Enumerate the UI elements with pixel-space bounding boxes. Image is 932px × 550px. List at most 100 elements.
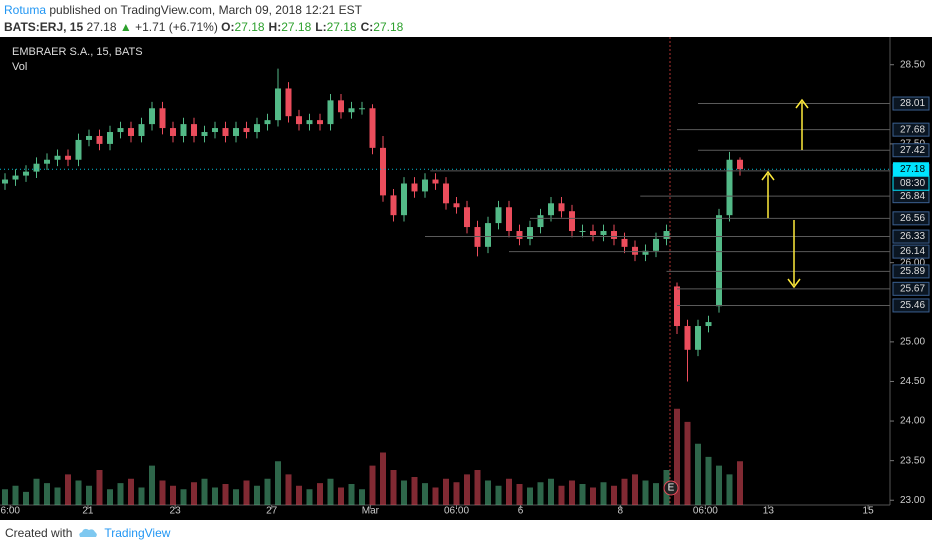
created-with: Created with — [5, 526, 73, 540]
volume-bar — [716, 465, 722, 505]
volume-bar — [527, 487, 533, 505]
candle-body — [338, 100, 344, 113]
logo — [79, 528, 98, 537]
ohlc-value: 27.18 — [373, 20, 404, 34]
volume-bar — [44, 483, 50, 505]
volume-bar — [12, 485, 19, 505]
level-layer: 28.0127.6827.4227.1626.8426.5626.3326.14… — [0, 96, 930, 313]
ohlc-value: 27.18 — [234, 20, 265, 34]
volume-bar — [369, 465, 376, 505]
level-label: 26.33 — [900, 231, 925, 242]
volume-bar — [159, 480, 166, 505]
last: 27.18 — [86, 20, 117, 34]
level-label: 26.14 — [900, 246, 925, 257]
volume-bar — [359, 489, 365, 505]
candle-body — [138, 124, 145, 136]
volume-bar — [285, 474, 292, 505]
x-tick-label: 15 — [863, 506, 875, 517]
countdown-label: 08:30 — [900, 178, 925, 189]
x-tick-label: 23 — [170, 506, 182, 517]
volume-bar — [296, 485, 302, 505]
volume-bar — [579, 484, 586, 505]
volume-bar — [590, 487, 596, 505]
level-label: 25.67 — [900, 283, 925, 294]
volume-bar — [191, 482, 197, 505]
brand[interactable]: TradingView — [104, 526, 171, 540]
candle-body — [65, 155, 71, 160]
volume-bar — [180, 489, 187, 505]
x-tick-label: 6 — [518, 506, 524, 517]
candle-body — [264, 120, 271, 125]
candle-body — [33, 163, 40, 172]
level-box — [892, 244, 930, 259]
volume-bar — [380, 452, 386, 505]
volume-bar — [96, 470, 103, 505]
candle-body — [506, 207, 512, 232]
volume-bar — [54, 487, 61, 505]
volume-bar — [65, 474, 71, 505]
y-tick-label: 28.50 — [900, 59, 925, 70]
level-label: 27.42 — [900, 145, 925, 156]
author[interactable]: Rotuma — [4, 3, 47, 17]
volume-bar — [642, 480, 649, 505]
candle-body — [12, 175, 19, 180]
grid: 23.0023.5024.0024.5025.0026.0027.5028.50… — [1, 59, 926, 516]
earnings-icon[interactable] — [663, 480, 679, 496]
x-tick-label: 6:00 — [1, 506, 21, 517]
candle-body — [170, 128, 176, 136]
x-tick-label: 21 — [82, 506, 94, 517]
ohlc-key: C: — [360, 20, 374, 34]
candle-body — [642, 250, 649, 255]
ohlc: O:27.18 H:27.18 L:27.18 C:27.18 — [221, 20, 407, 34]
level-label: 26.84 — [900, 191, 925, 202]
candle-body — [737, 159, 743, 170]
candle-body — [75, 139, 82, 160]
change: +1.71 (+6.71%) — [135, 20, 218, 34]
x-tick-label: 13 — [763, 506, 775, 517]
arrow: ▲ — [119, 20, 132, 34]
volume-bar — [33, 478, 40, 505]
ohlc-value: 27.18 — [281, 20, 312, 34]
volume-bar — [23, 491, 29, 505]
level-box — [892, 229, 930, 244]
volume-bar — [317, 483, 323, 505]
x-tick-label: Mar — [362, 506, 380, 517]
candle-body — [369, 108, 376, 148]
candle-body — [663, 231, 670, 239]
y-tick-label: 23.50 — [900, 455, 925, 466]
volume-bar — [264, 478, 271, 505]
volume-bar — [726, 474, 733, 505]
level-label: 25.89 — [900, 266, 925, 277]
level-box — [892, 143, 930, 158]
ohlc-value: 27.18 — [326, 20, 357, 34]
candle-body — [600, 231, 607, 235]
volume-bar — [201, 478, 208, 505]
candle-body — [380, 147, 386, 196]
candle-body — [632, 246, 638, 255]
y-tick-label: 25.00 — [900, 337, 925, 348]
candle-body — [23, 171, 29, 176]
x-tick-label: 8 — [618, 506, 624, 517]
symbol-line: BATS:ERJ, 15 27.18 ▲ +1.71 (+6.71%) O:27… — [4, 19, 407, 36]
candle-body — [159, 108, 166, 129]
arrow-head — [795, 98, 809, 109]
level-box — [892, 298, 930, 313]
volume-bar — [684, 421, 691, 505]
candle-body — [275, 88, 281, 121]
volume-bar — [653, 483, 659, 505]
volume-bar — [411, 477, 418, 505]
candle-body — [390, 195, 397, 216]
volume-bar — [516, 484, 523, 505]
volume-bar — [611, 485, 617, 505]
candle-body — [726, 159, 733, 216]
level-label: 25.46 — [900, 300, 925, 311]
ohlc-key: H: — [268, 20, 282, 34]
volume-bar — [558, 485, 565, 505]
volume-bar — [86, 485, 92, 505]
candle-body — [128, 128, 134, 136]
candle-body — [117, 128, 124, 133]
level-label: 28.01 — [900, 98, 925, 109]
volume-bar — [390, 470, 397, 505]
candle-body — [86, 135, 92, 140]
candle-body — [107, 132, 113, 144]
